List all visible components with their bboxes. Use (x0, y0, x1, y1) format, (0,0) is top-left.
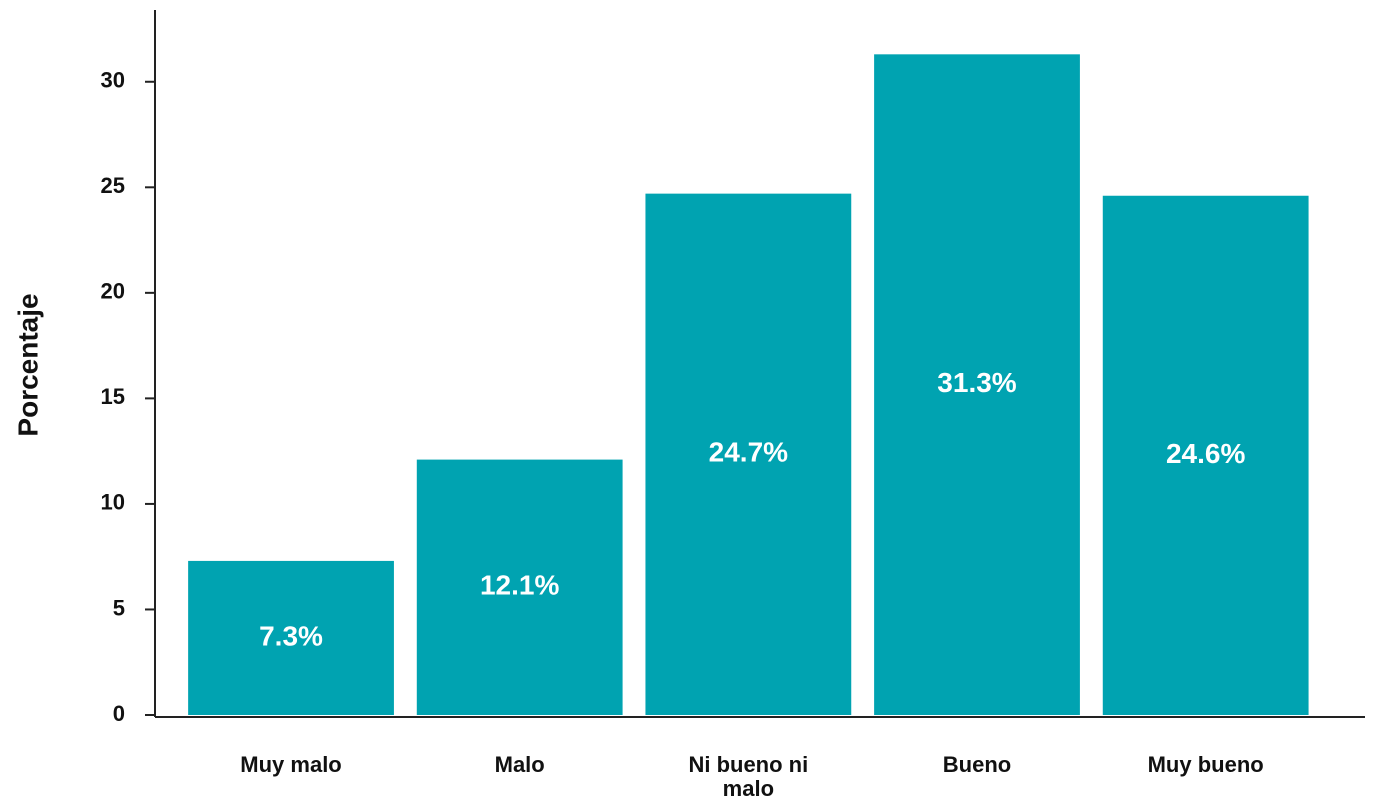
x-tick-label: Malo (494, 752, 545, 777)
x-tick-label: Muy malo (240, 752, 342, 777)
data-label: 24.6% (1166, 438, 1245, 469)
data-label: 31.3% (937, 367, 1016, 398)
y-tick-label: 0 (113, 701, 125, 726)
data-label: 24.7% (709, 437, 788, 468)
y-tick-label: 25 (101, 173, 125, 198)
data-label: 12.1% (480, 570, 559, 601)
bar (188, 560, 394, 715)
x-tick-label: Bueno (942, 752, 1012, 777)
x-tick-label: Muy bueno (1147, 752, 1264, 777)
y-tick-label: 5 (113, 595, 125, 620)
bar (874, 54, 1080, 715)
y-tick-label: 30 (101, 68, 125, 93)
y-axis-label: Porcentaje (12, 293, 43, 436)
bar (645, 193, 852, 716)
bar (1102, 195, 1309, 715)
y-tick-label: 15 (101, 384, 125, 409)
y-tick-label: 20 (101, 279, 125, 304)
x-tick-label: Ni bueno ni malo (688, 752, 809, 801)
data-label: 7.3% (259, 620, 323, 651)
bar (416, 459, 623, 715)
y-tick-label: 10 (101, 490, 125, 515)
